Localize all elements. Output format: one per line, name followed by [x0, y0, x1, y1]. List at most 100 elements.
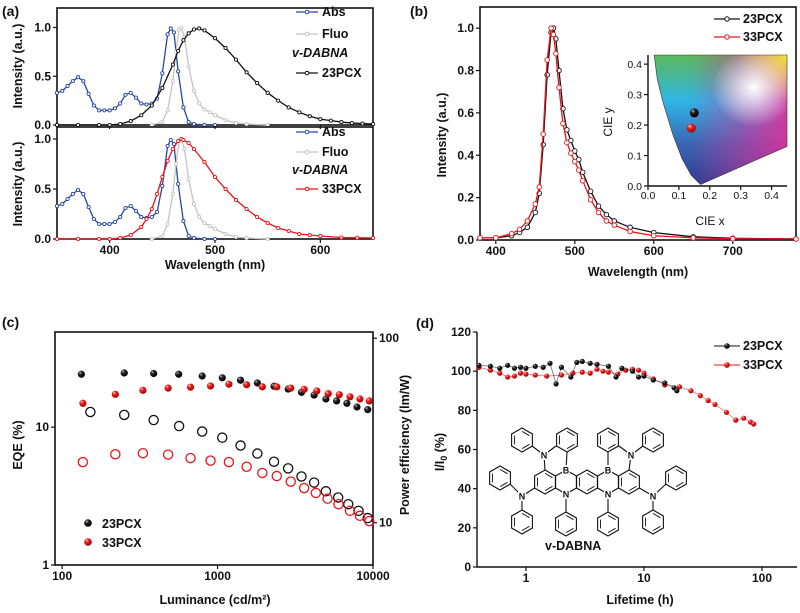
data-point: [76, 75, 81, 80]
data-point: [76, 187, 81, 193]
data-point: [171, 30, 176, 35]
series-23pcx: [54, 26, 376, 128]
data-point: [173, 161, 179, 167]
data-point: [160, 233, 165, 239]
data-point: [54, 122, 60, 128]
x-tick-label: 400: [486, 244, 506, 258]
data-point: [603, 218, 610, 224]
data-point: [556, 84, 562, 91]
data-point: [97, 221, 102, 227]
data-point: [339, 235, 344, 240]
y-tick-label: 0.2: [457, 191, 474, 205]
data-point: [128, 119, 133, 124]
data-point: [307, 114, 312, 119]
data-point: [81, 79, 86, 84]
atom-nitrogen: N: [519, 492, 526, 502]
panel-label-a: (a): [2, 3, 19, 19]
data-point: [730, 235, 736, 242]
a-top-y-axis-title: Intensity (a.u.): [11, 24, 25, 109]
data-point: [76, 236, 81, 242]
x-tick-label: 1000: [204, 569, 231, 583]
data-point: [97, 122, 102, 128]
atom-nitrogen: N: [541, 451, 548, 461]
y-tick-label: 0.5: [34, 69, 51, 83]
data-point: [635, 374, 642, 380]
legend-marker: [304, 31, 310, 37]
ring: [555, 511, 577, 537]
data-point: [144, 216, 149, 222]
data-point: [191, 121, 196, 127]
data-point: [322, 493, 333, 504]
legend-label: 33PCX: [743, 358, 783, 372]
data-point: [355, 235, 360, 240]
data-point: [191, 88, 196, 93]
data-point: [97, 236, 102, 242]
x-tick-label: 600: [310, 243, 330, 257]
data-point: [223, 118, 228, 123]
data-point: [139, 101, 144, 106]
panel-d: 1 10 100 0 20 40 60 80 100 120 23PCX 33PCX: [451, 325, 797, 585]
series-33pcx: [476, 364, 757, 427]
data-point: [54, 90, 60, 95]
data-point: [243, 381, 251, 389]
data-point: [511, 373, 518, 379]
data-point: [81, 191, 86, 197]
data-point: [497, 365, 503, 371]
data-point: [579, 358, 585, 364]
data-point: [234, 121, 239, 126]
data-point: [160, 85, 165, 90]
data-point: [517, 364, 524, 370]
series-33pcx-eqe: [79, 380, 373, 407]
b-x-axis-title: Wavelength (nm): [588, 265, 688, 279]
legend-label: 23PCX: [102, 517, 142, 531]
data-point: [165, 32, 170, 37]
series-abs: [54, 137, 218, 242]
data-point: [112, 106, 117, 111]
ring: [665, 465, 687, 491]
data-point: [572, 158, 578, 165]
data-point: [160, 120, 165, 125]
data-point: [133, 208, 139, 214]
data-point: [346, 393, 354, 401]
data-point: [54, 236, 60, 242]
data-point: [320, 486, 332, 497]
data-point: [476, 362, 482, 368]
legend-label: Abs: [322, 125, 346, 139]
legend-marker: [84, 538, 92, 546]
legend-label: v-DABNA: [292, 46, 348, 60]
data-point: [558, 364, 565, 370]
data-point: [690, 235, 697, 241]
data-point: [107, 122, 112, 128]
data-point: [197, 101, 202, 106]
x-tick-label: 500: [565, 244, 585, 258]
data-point: [191, 146, 196, 152]
data-point: [516, 226, 523, 233]
data-point: [286, 228, 291, 234]
data-point: [168, 26, 173, 31]
inset-x-axis-title: CIE x: [695, 214, 724, 228]
data-point: [641, 373, 647, 379]
data-point: [285, 476, 297, 487]
data-point: [139, 214, 144, 220]
legend-marker: [304, 9, 310, 15]
data-point: [165, 158, 170, 164]
data-point: [349, 121, 354, 126]
c-y-axis-title: EQE (%): [11, 420, 25, 469]
data-point: [793, 236, 799, 242]
data-point: [107, 236, 112, 242]
data-point: [353, 403, 361, 411]
data-point: [282, 463, 294, 474]
data-point: [123, 92, 128, 97]
y-tick-label: 0.2: [627, 120, 642, 132]
data-point: [487, 363, 493, 369]
legend: Abs Fluo v-DABNA 23PCX: [292, 5, 362, 80]
data-point: [508, 230, 515, 237]
data-point: [308, 477, 320, 488]
y-tick-label: 0.4: [627, 59, 642, 71]
data-point: [587, 360, 593, 366]
data-point: [265, 122, 270, 128]
legend-label: 23PCX: [322, 66, 362, 80]
data-point: [532, 372, 538, 378]
data-point: [137, 447, 149, 459]
data-point: [149, 214, 154, 220]
